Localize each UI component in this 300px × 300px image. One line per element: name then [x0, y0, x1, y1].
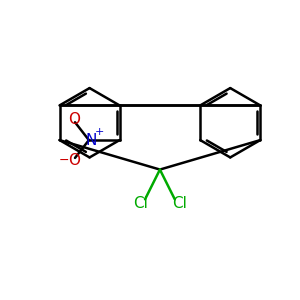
Text: +: + [95, 127, 104, 137]
Text: −: − [59, 154, 69, 167]
Text: O: O [68, 153, 80, 168]
Text: N: N [85, 133, 97, 148]
Text: O: O [68, 112, 80, 127]
Text: Cl: Cl [172, 196, 187, 211]
Text: Cl: Cl [133, 196, 148, 211]
